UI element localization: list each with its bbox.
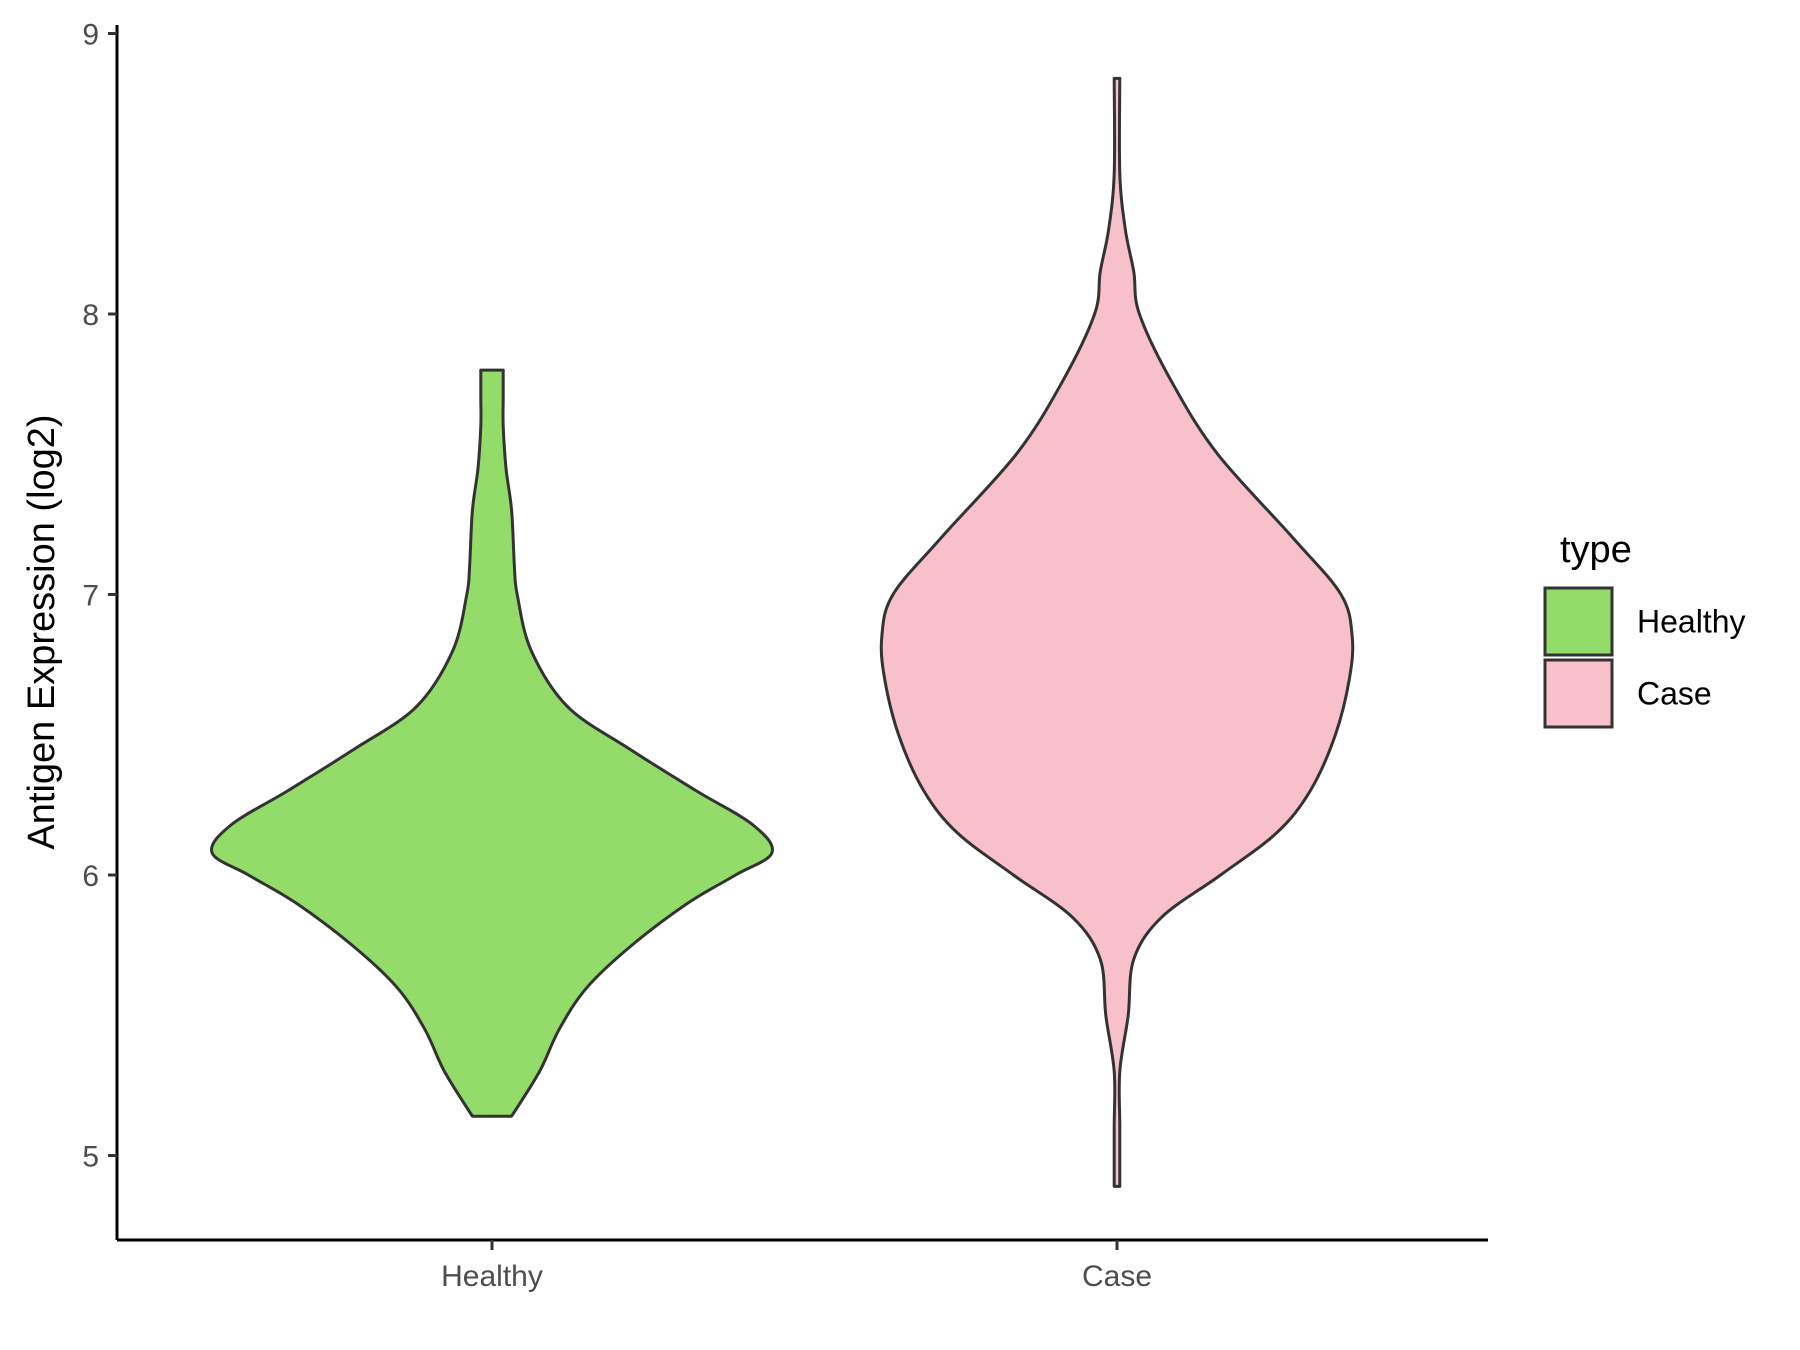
y-tick-label-7: 7 <box>82 580 99 613</box>
axes: 5 6 7 8 9 Healthy Case <box>82 19 1488 1293</box>
legend-key-case <box>1543 658 1614 729</box>
violin-healthy <box>210 368 774 1118</box>
legend-key-healthy <box>1543 586 1614 657</box>
y-axis-title: Antigen Expression (log2) <box>21 414 63 849</box>
x-tick-label-case: Case <box>1082 1260 1152 1293</box>
legend-title: type <box>1560 529 1632 571</box>
y-tick-label-6: 6 <box>82 860 99 893</box>
legend-label-case: Case <box>1637 676 1712 712</box>
violin-case <box>879 76 1355 1188</box>
legend: type Healthy Case <box>1543 529 1746 729</box>
y-tick-label-9: 9 <box>82 19 99 52</box>
x-tick-label-healthy: Healthy <box>441 1260 543 1293</box>
y-tick-label-5: 5 <box>82 1141 99 1174</box>
plot-area <box>210 76 1355 1188</box>
y-tick-label-8: 8 <box>82 299 99 332</box>
legend-label-healthy: Healthy <box>1637 604 1746 640</box>
